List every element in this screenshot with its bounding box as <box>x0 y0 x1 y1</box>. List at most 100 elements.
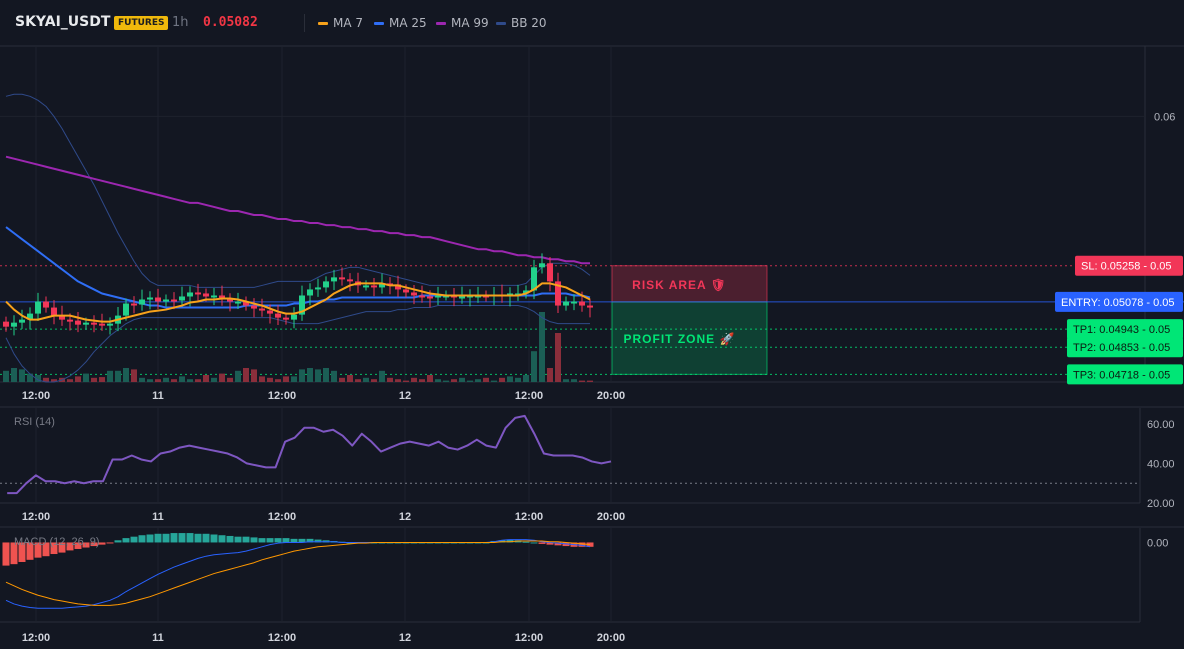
futures-badge: FUTURES <box>114 16 169 30</box>
candle-body <box>67 319 73 322</box>
time-tick-label: 12:00 <box>22 632 50 644</box>
macd-histogram-bar <box>58 542 66 553</box>
macd-histogram-bar <box>106 542 114 544</box>
candle-body <box>563 301 569 306</box>
legend-ma7-swatch <box>318 21 328 25</box>
candle-body <box>451 295 457 298</box>
candle-body <box>83 322 89 325</box>
rsi-tick-label: 60.00 <box>1147 419 1175 431</box>
volume-bar <box>251 369 257 382</box>
candle-body <box>11 322 17 327</box>
legend-ma99[interactable]: MA 99 <box>436 16 489 30</box>
volume-bar <box>219 373 225 382</box>
macd-histogram-bar <box>210 534 218 543</box>
bb-upper-line <box>5 93 591 288</box>
macd-histogram-bar <box>154 533 162 543</box>
candle-body <box>403 289 409 293</box>
level-label-bg <box>1075 255 1183 276</box>
symbol-name[interactable]: SKYAI_USDT <box>15 14 111 30</box>
macd-histogram-bar <box>266 538 274 543</box>
candle-body <box>331 277 337 282</box>
time-tick-label: 12:00 <box>515 632 543 644</box>
candle-body <box>371 285 377 288</box>
candle-body <box>123 303 129 316</box>
volume-bar <box>387 377 393 382</box>
level-label-bg <box>1055 291 1183 312</box>
time-tick-label: 20:00 <box>597 511 625 523</box>
profit-zone <box>611 301 768 375</box>
macd-line <box>5 539 591 609</box>
time-tick-label: 12 <box>399 632 411 644</box>
volume-bar <box>331 370 337 382</box>
candle-body <box>363 285 369 288</box>
legend-bb20[interactable]: BB 20 <box>496 16 547 30</box>
volume-bar <box>355 379 361 382</box>
volume-bar <box>291 376 297 382</box>
macd-histogram-bar <box>170 533 178 543</box>
volume-bar <box>523 375 529 382</box>
volume-bar <box>323 368 329 382</box>
volume-bar <box>123 368 129 382</box>
candle-body <box>291 314 297 320</box>
ma99-line <box>5 155 590 265</box>
volume-bar <box>531 351 537 382</box>
volume-bar <box>283 376 289 382</box>
volume-bar <box>43 377 49 382</box>
candle-body <box>571 301 577 304</box>
macd-histogram-bar <box>314 539 322 543</box>
volume-bar <box>235 370 241 382</box>
macd-histogram-bar <box>578 542 586 547</box>
candle-body <box>243 301 249 306</box>
macd-histogram-bar <box>290 538 298 543</box>
candle-body <box>547 263 553 282</box>
time-tick-label: 12:00 <box>22 390 50 402</box>
macd-histogram-bar <box>306 538 314 543</box>
current-price: 0.05082 <box>203 15 258 30</box>
legend-ma7[interactable]: MA 7 <box>318 16 363 30</box>
volume-bar <box>267 377 273 382</box>
timeframe-label[interactable]: 1h <box>172 15 189 30</box>
legend-ma25[interactable]: MA 25 <box>374 16 427 30</box>
volume-bar <box>547 368 553 382</box>
macd-histogram-bar <box>274 538 282 543</box>
volume-bar <box>179 376 185 382</box>
volume-bar <box>139 377 145 382</box>
level-label-1[interactable]: ENTRY: 0.05078 - 0.05 <box>1055 291 1183 312</box>
level-label-text: ENTRY: 0.05078 - 0.05 <box>1061 297 1175 309</box>
candle-body <box>379 283 385 288</box>
candle-body <box>43 301 49 308</box>
candle-body <box>59 315 65 320</box>
macd-histogram-bar <box>66 542 74 551</box>
level-label-text: TP3: 0.04718 - 0.05 <box>1073 369 1170 381</box>
volume-bar <box>203 375 209 382</box>
macd-histogram-bar <box>2 542 10 566</box>
rsi-title: RSI (14) <box>14 416 55 428</box>
bb-lower-line <box>5 305 590 383</box>
macd-title: MACD (12, 26, 9) <box>14 536 100 548</box>
volume-bar <box>67 379 73 382</box>
macd-histogram-bar <box>298 538 306 543</box>
rsi-tick-label: 20.00 <box>1147 498 1175 510</box>
volume-bar <box>307 368 313 382</box>
volume-bar <box>3 370 9 382</box>
candle-body <box>91 322 97 325</box>
level-label-0[interactable]: SL: 0.05258 - 0.05 <box>1075 255 1183 276</box>
level-label-2[interactable]: TP1: 0.04943 - 0.05 <box>1067 319 1183 340</box>
candle-body <box>131 303 137 306</box>
macd-histogram-bar <box>178 533 186 543</box>
candle-body <box>427 296 433 299</box>
volume-bar <box>195 379 201 382</box>
volume-bar <box>571 379 577 382</box>
volume-bar <box>555 333 561 382</box>
ma7-line <box>5 282 591 323</box>
volume-bar <box>339 377 345 382</box>
candle-body <box>107 323 113 326</box>
level-label-4[interactable]: TP3: 0.04718 - 0.05 <box>1067 364 1183 385</box>
level-label-3[interactable]: TP2: 0.04853 - 0.05 <box>1067 337 1183 358</box>
candle-body <box>235 301 241 304</box>
macd-histogram-bar <box>74 542 82 549</box>
candle-body <box>267 310 273 314</box>
candle-body <box>347 279 353 282</box>
chart-header: SKYAI_USDT FUTURES 1h 0.05082 MA 7 MA 25… <box>0 0 1184 46</box>
